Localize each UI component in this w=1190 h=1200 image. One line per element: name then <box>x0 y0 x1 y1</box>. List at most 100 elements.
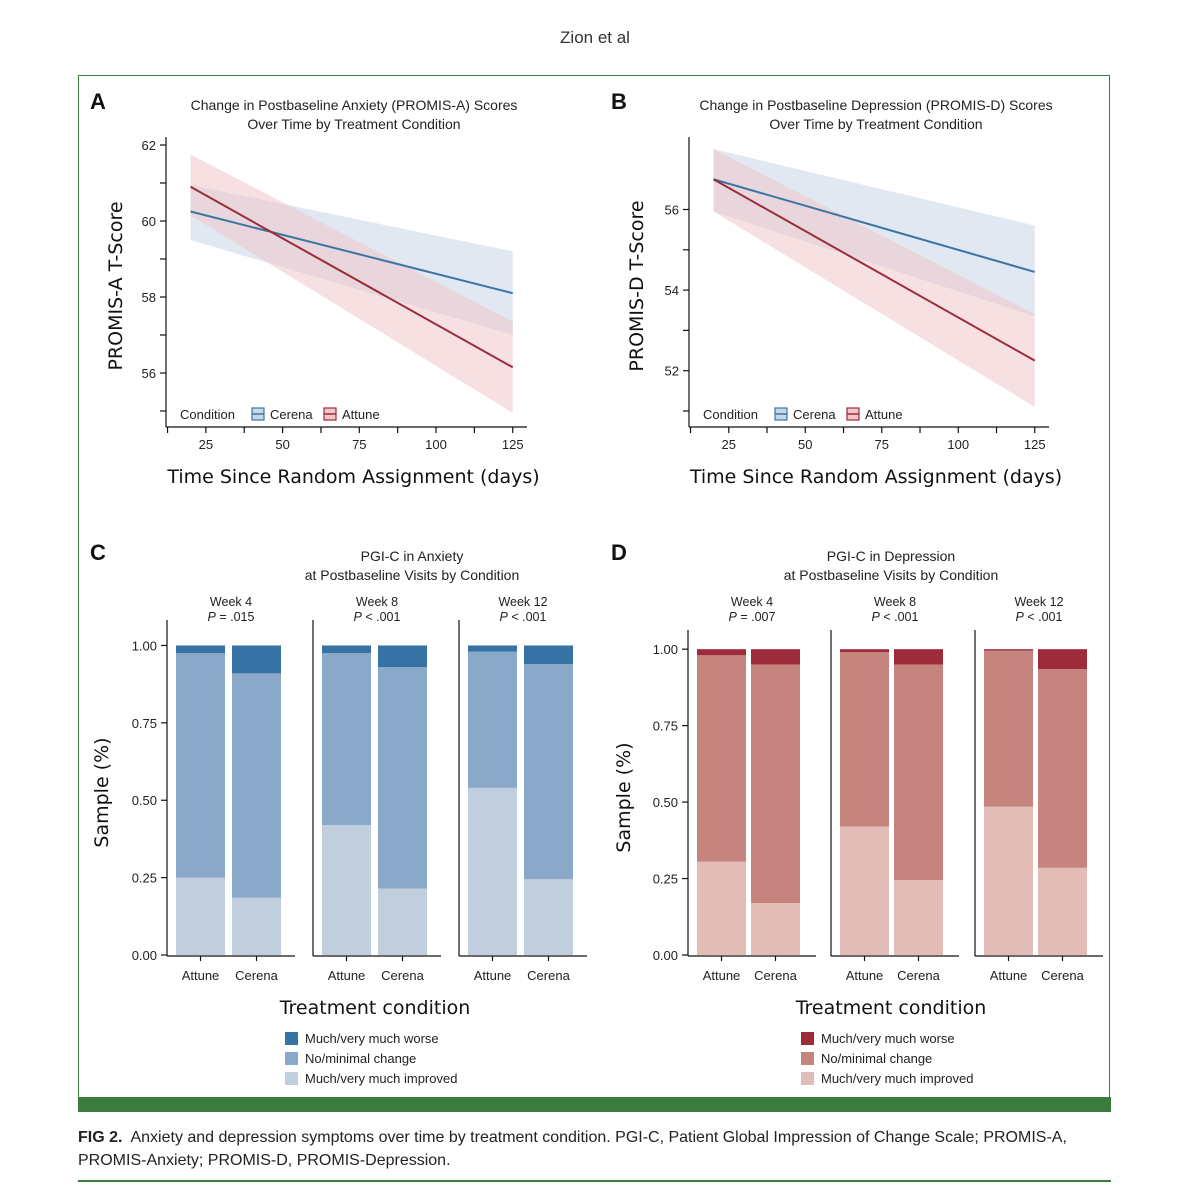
y-axis-title: Sample (%) <box>91 737 113 847</box>
bar-segment-no-change <box>1038 669 1087 868</box>
x-tick-label-cerena: Cerena <box>381 968 424 983</box>
chart-title-d-line1: PGI-C in Depression <box>827 548 955 564</box>
legend-label-attune: Attune <box>342 407 380 422</box>
chart-title-c-line1: PGI-C in Anxiety <box>361 548 464 564</box>
x-tick-label-cerena: Cerena <box>754 968 797 983</box>
chart-title-b-line2: Over Time by Treatment Condition <box>769 116 982 132</box>
bar-segment-no-change <box>468 651 517 788</box>
x-tick-label: 125 <box>502 437 524 452</box>
x-tick-label-attune: Attune <box>846 968 884 983</box>
legend-label: No/minimal change <box>305 1051 416 1066</box>
facet-label-week: Week 8 <box>356 595 398 609</box>
x-tick-label-cerena: Cerena <box>1041 968 1084 983</box>
facet-label-week: Week 12 <box>498 595 547 609</box>
x-axis-title: Treatment condition <box>279 997 471 1019</box>
bar-segment-no-change <box>378 667 427 889</box>
y-tick-label: 58 <box>142 290 156 305</box>
facet-label-week: Week 8 <box>874 595 916 609</box>
chart-title-a-line1: Change in Postbaseline Anxiety (PROMIS-A… <box>191 97 518 113</box>
legend-swatch <box>285 1052 298 1065</box>
bar-segment-worse <box>751 649 800 665</box>
legend-swatch <box>285 1072 298 1085</box>
x-tick-label: 75 <box>352 437 366 452</box>
x-tick-label: 100 <box>425 437 447 452</box>
legend-label: Much/very much improved <box>821 1071 973 1086</box>
legend-swatch <box>801 1072 814 1085</box>
x-axis-title: Treatment condition <box>795 997 987 1019</box>
y-tick-label: 0.00 <box>653 948 678 963</box>
legend-swatch <box>801 1052 814 1065</box>
x-tick-label-cerena: Cerena <box>235 968 278 983</box>
bar-segment-improved <box>468 787 517 955</box>
legend-label: No/minimal change <box>821 1051 932 1066</box>
bar-segment-no-change <box>894 664 943 881</box>
y-tick-label: 0.75 <box>132 716 157 731</box>
y-tick-label: 0.00 <box>132 948 157 963</box>
bar-segment-improved <box>1038 867 1087 955</box>
bar-segment-no-change <box>984 650 1033 807</box>
legend-swatch <box>801 1032 814 1045</box>
bar-segment-no-change <box>322 653 371 825</box>
panel-letter-d: D <box>611 540 627 565</box>
legend-title: Condition <box>703 407 758 422</box>
series-line-attune <box>190 185 514 369</box>
x-tick-label-attune: Attune <box>328 968 366 983</box>
x-tick-label: 125 <box>1024 437 1046 452</box>
running-head: Zion et al <box>560 28 630 47</box>
bar-segment-improved <box>232 897 281 955</box>
bar-segment-worse <box>840 649 889 653</box>
legend-label: Much/very much worse <box>305 1031 439 1046</box>
legend-title: Condition <box>180 407 235 422</box>
y-tick-label: 60 <box>142 214 156 229</box>
bar-segment-no-change <box>524 664 573 880</box>
bar-segment-no-change <box>840 652 889 827</box>
x-tick-label: 50 <box>275 437 289 452</box>
panel-letter-a: A <box>90 89 106 114</box>
x-tick-label: 100 <box>947 437 969 452</box>
series-line-cerena <box>713 178 1036 273</box>
series-line-cerena <box>190 210 513 295</box>
panel-letter-b: B <box>611 89 627 114</box>
bar-segment-improved <box>697 861 746 955</box>
y-tick-label: 54 <box>665 283 679 298</box>
bar-segment-worse <box>176 645 225 654</box>
facet-label-week: Week 12 <box>1014 595 1063 609</box>
series-line-attune <box>712 178 1036 362</box>
bar-segment-worse <box>468 645 517 652</box>
bar-segment-improved <box>840 826 889 955</box>
bar-segment-improved <box>378 888 427 955</box>
x-tick-label-cerena: Cerena <box>897 968 940 983</box>
bar-segment-improved <box>176 877 225 955</box>
y-axis-title: PROMIS-A T-Score <box>105 201 127 370</box>
chart-title-c-line2: at Postbaseline Visits by Condition <box>305 567 520 583</box>
bar-segment-worse <box>984 649 1033 651</box>
caption-label: FIG 2. <box>78 1129 123 1146</box>
x-tick-label-attune: Attune <box>182 968 220 983</box>
x-tick-label: 25 <box>722 437 736 452</box>
bar-segment-worse <box>322 645 371 654</box>
x-axis-title: Time Since Random Assignment (days) <box>689 466 1062 488</box>
y-tick-label: 0.75 <box>653 719 678 734</box>
y-tick-label: 0.50 <box>132 793 157 808</box>
bar-segment-worse <box>524 645 573 665</box>
y-tick-label: 56 <box>142 366 156 381</box>
bar-segment-improved <box>984 806 1033 955</box>
x-tick-label: 50 <box>798 437 812 452</box>
legend-swatch <box>285 1032 298 1045</box>
bar-segment-no-change <box>751 664 800 904</box>
legend-label-cerena: Cerena <box>270 407 313 422</box>
bar-segment-no-change <box>232 673 281 898</box>
facet-p-value: P < .001 <box>1016 610 1063 624</box>
legend-label-cerena: Cerena <box>793 407 836 422</box>
bar-segment-no-change <box>697 655 746 862</box>
bar-segment-worse <box>378 645 427 668</box>
bar-segment-no-change <box>176 653 225 878</box>
y-tick-label: 0.25 <box>653 872 678 887</box>
panel-letter-c: C <box>90 540 106 565</box>
facet-label-week: Week 4 <box>210 595 252 609</box>
y-tick-label: 1.00 <box>653 642 678 657</box>
bar-segment-improved <box>751 903 800 955</box>
legend-label: Much/very much improved <box>305 1071 457 1086</box>
y-tick-label: 0.50 <box>653 795 678 810</box>
chart-title-d-line2: at Postbaseline Visits by Condition <box>784 567 999 583</box>
